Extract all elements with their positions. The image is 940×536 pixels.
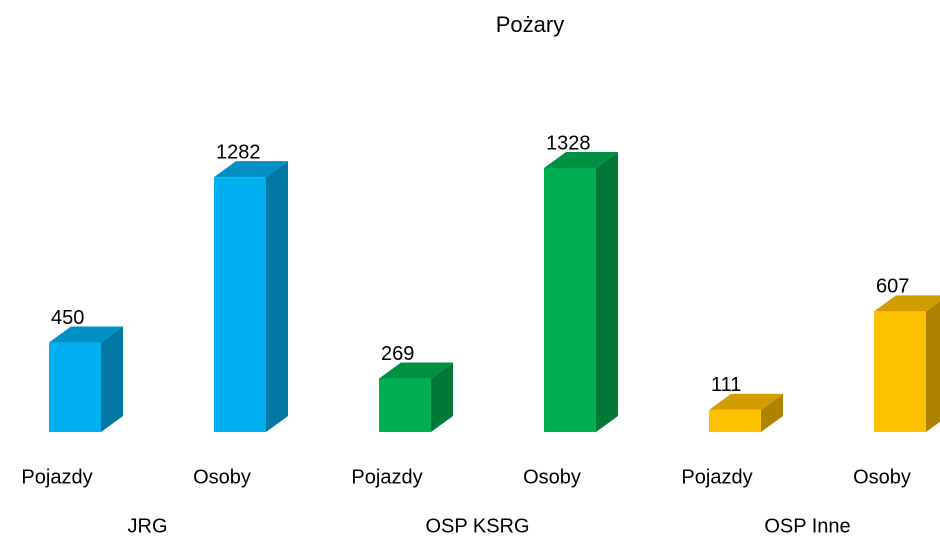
bar — [379, 378, 431, 432]
x-tick-label: Osoby — [193, 466, 251, 488]
bar-top — [709, 393, 783, 410]
bar-side — [431, 362, 453, 432]
bar — [709, 409, 761, 432]
bar-top — [379, 362, 453, 379]
bar-top — [544, 152, 618, 168]
group-label: JRG — [128, 515, 168, 536]
bar-side — [266, 161, 288, 432]
bar-side — [596, 152, 618, 432]
data-label: 269 — [381, 343, 414, 365]
bar — [544, 168, 596, 432]
bar — [49, 342, 101, 432]
data-label: 111 — [711, 374, 741, 396]
group-label: OSP KSRG — [425, 515, 529, 536]
bar-side — [926, 301, 940, 432]
x-tick-label: Pojazdy — [21, 466, 92, 488]
data-label: 1282 — [216, 141, 261, 163]
x-tick-label: Pojazdy — [681, 466, 752, 488]
data-label: 1328 — [546, 132, 591, 154]
x-tick-label: Pojazdy — [351, 466, 422, 488]
bar-side — [101, 326, 123, 432]
x-tick-label: Osoby — [523, 466, 581, 488]
bar — [874, 311, 926, 432]
data-label: 450 — [51, 307, 84, 329]
chart-title: Pożary — [496, 12, 564, 37]
x-tick-label: Osoby — [853, 466, 911, 488]
data-label: 607 — [876, 276, 909, 298]
bar-side — [761, 393, 783, 432]
bar-top — [214, 161, 288, 178]
group-label: OSP Inne — [764, 515, 850, 536]
bar — [214, 177, 266, 432]
bar-top — [874, 295, 940, 312]
bar-top — [49, 326, 123, 343]
